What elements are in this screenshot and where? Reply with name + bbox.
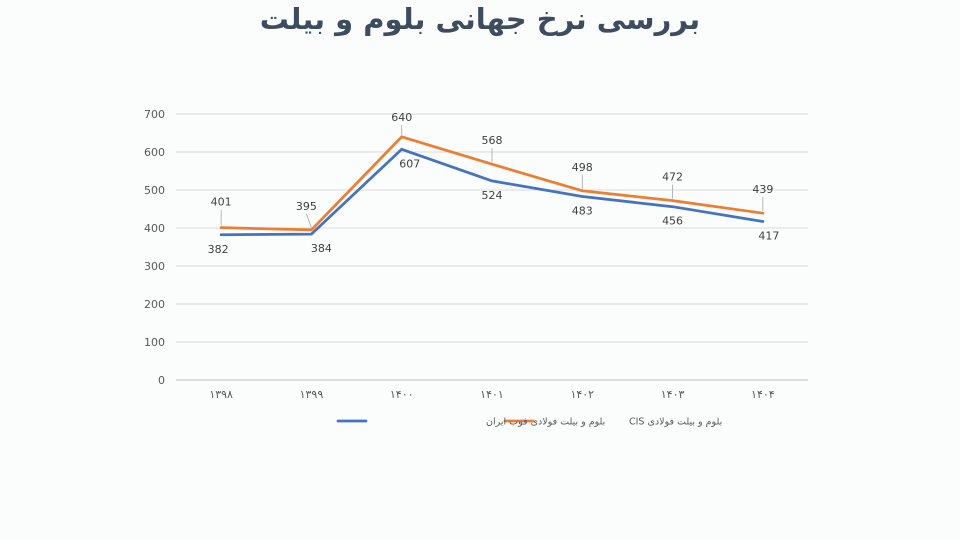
x-tick-label: ۱۴۰۴ — [751, 388, 775, 401]
y-axis: 0 100 200 300 400 500 600 700 — [144, 108, 165, 387]
x-tick-label: ۱۴۰۱ — [480, 388, 504, 401]
data-label: 524 — [482, 189, 503, 202]
y-tick-label: 500 — [144, 184, 165, 197]
data-label: 640 — [391, 111, 412, 124]
data-label: 401 — [211, 196, 232, 209]
slide-title: بررسی نرخ جهانی بلوم و بیلت — [259, 2, 701, 36]
series-line-2 — [219, 135, 765, 232]
data-label: 382 — [208, 243, 229, 256]
x-tick-label: ۱۴۰۳ — [661, 388, 685, 401]
y-tick-label: 0 — [158, 374, 165, 387]
y-tick-label: 200 — [144, 298, 165, 311]
x-tick-label: ۱۴۰۲ — [570, 388, 594, 401]
y-tick-label: 400 — [144, 222, 165, 235]
data-label: 607 — [399, 157, 420, 170]
data-labels: 382 384 607 524 483 456 417 401 395 640 568 498 472 4… — [208, 111, 780, 256]
x-tick-label: ۱۴۰۰ — [390, 388, 414, 401]
data-label-leader — [306, 213, 312, 229]
gridlines — [176, 113, 808, 381]
data-label: 439 — [752, 183, 773, 196]
x-tick-label: ۱۳۹۹ — [300, 388, 324, 401]
data-label: 417 — [758, 230, 779, 243]
series-line-1 — [219, 147, 765, 237]
data-label: 395 — [296, 200, 317, 213]
x-axis: ۱۳۹۸ ۱۳۹۹ ۱۴۰۰ ۱۴۰۱ ۱۴۰۲ ۱۴۰۳ ۱۴۰۴ — [209, 388, 774, 401]
x-tick-label: ۱۳۹۸ — [209, 388, 233, 401]
y-tick-label: 100 — [144, 336, 165, 349]
legend: بلوم و بیلت فولادی CIS بلوم و بیلت فولادی… — [336, 417, 722, 428]
data-label: 498 — [572, 161, 593, 174]
y-tick-label: 300 — [144, 260, 165, 273]
series-lines — [219, 135, 765, 237]
data-label: 568 — [482, 134, 503, 147]
legend-label: بلوم و بیلت فولادی فوب ایران — [486, 417, 605, 428]
data-label: 472 — [662, 171, 683, 184]
y-tick-label: 600 — [144, 146, 165, 159]
data-label: 384 — [311, 242, 332, 255]
data-label: 456 — [662, 215, 683, 228]
data-label: 483 — [572, 204, 593, 217]
y-tick-label: 700 — [144, 108, 165, 121]
legend-label: بلوم و بیلت فولادی CIS — [629, 417, 722, 428]
